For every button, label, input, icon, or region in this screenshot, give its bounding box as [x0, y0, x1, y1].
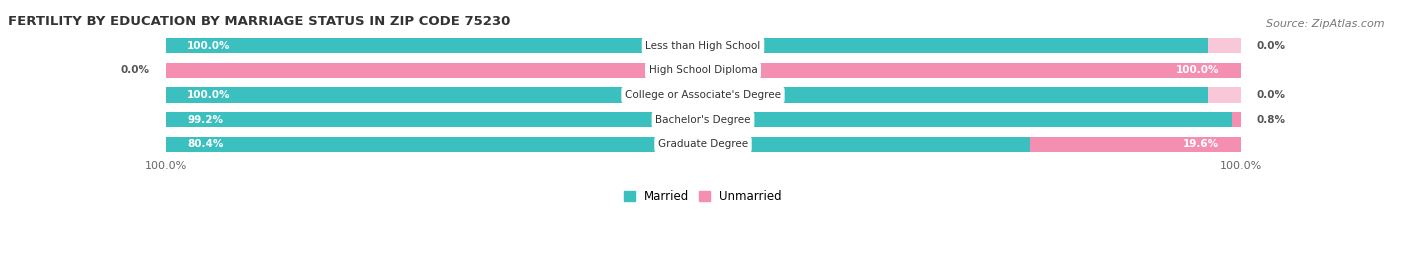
- Text: FERTILITY BY EDUCATION BY MARRIAGE STATUS IN ZIP CODE 75230: FERTILITY BY EDUCATION BY MARRIAGE STATU…: [8, 15, 510, 28]
- Bar: [1232, 112, 1240, 128]
- Bar: [1029, 137, 1240, 152]
- Text: Bachelor's Degree: Bachelor's Degree: [655, 115, 751, 125]
- Text: Source: ZipAtlas.com: Source: ZipAtlas.com: [1267, 19, 1385, 29]
- Bar: [166, 137, 1029, 152]
- Text: Graduate Degree: Graduate Degree: [658, 139, 748, 149]
- Bar: [1208, 87, 1240, 103]
- Bar: [166, 38, 1240, 53]
- Text: 19.6%: 19.6%: [1182, 139, 1219, 149]
- Bar: [166, 87, 1240, 103]
- Bar: [166, 87, 1240, 103]
- Text: 100.0%: 100.0%: [1175, 65, 1219, 75]
- Text: 100.0%: 100.0%: [187, 90, 231, 100]
- Text: 0.0%: 0.0%: [1257, 41, 1285, 51]
- Text: 0.0%: 0.0%: [121, 65, 149, 75]
- Text: 80.4%: 80.4%: [187, 139, 224, 149]
- Text: 100.0%: 100.0%: [187, 41, 231, 51]
- Legend: Married, Unmarried: Married, Unmarried: [624, 190, 782, 203]
- Bar: [166, 112, 1232, 128]
- Text: High School Diploma: High School Diploma: [648, 65, 758, 75]
- Text: 99.2%: 99.2%: [187, 115, 224, 125]
- Text: College or Associate's Degree: College or Associate's Degree: [626, 90, 780, 100]
- Text: 0.8%: 0.8%: [1257, 115, 1285, 125]
- Bar: [166, 112, 1240, 128]
- Bar: [166, 63, 1240, 78]
- Bar: [166, 63, 198, 78]
- Bar: [166, 38, 1240, 53]
- Text: Less than High School: Less than High School: [645, 41, 761, 51]
- Text: 0.0%: 0.0%: [1257, 90, 1285, 100]
- Bar: [166, 63, 1240, 78]
- Bar: [1208, 38, 1240, 53]
- Bar: [166, 137, 1240, 152]
